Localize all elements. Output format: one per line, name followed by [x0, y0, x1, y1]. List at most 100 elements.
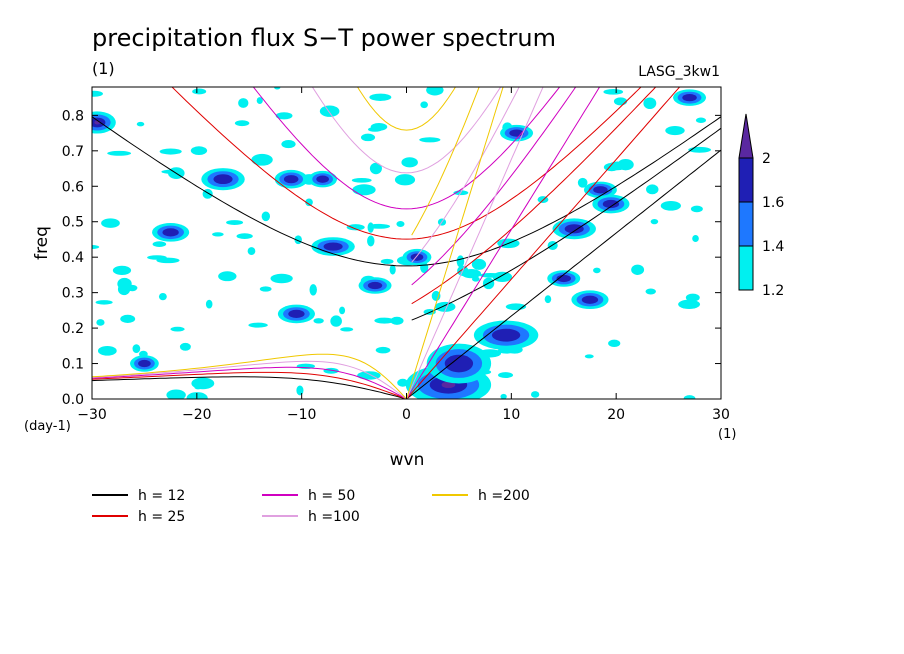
- power-region: [593, 186, 608, 194]
- power-patch: [530, 391, 540, 398]
- x-tick-label: 10: [502, 407, 520, 423]
- power-patch: [313, 318, 324, 324]
- power-patch: [274, 87, 281, 90]
- colorbar-label: 1.4: [762, 239, 784, 255]
- power-patch: [544, 295, 552, 304]
- power-patch: [136, 121, 145, 127]
- power-patch: [238, 98, 249, 108]
- power-patch: [352, 184, 376, 196]
- y-tick-label: 0.6: [62, 179, 84, 195]
- power-patch: [367, 235, 375, 247]
- y-tick-label: 0.3: [62, 286, 84, 302]
- power-patch: [247, 247, 256, 256]
- colorbar-label: 1.6: [762, 195, 784, 211]
- power-patch: [296, 385, 304, 396]
- power-patch: [695, 117, 707, 123]
- power-patch: [660, 200, 681, 211]
- power-patch: [643, 97, 657, 110]
- power-patch: [339, 306, 346, 315]
- power-patch: [158, 292, 167, 301]
- dispersion-curve: [406, 149, 721, 399]
- power-patch: [472, 276, 480, 282]
- power-patch: [101, 218, 120, 228]
- colorbar: 2 1.6 1.4 1.2: [738, 113, 784, 299]
- power-patch: [401, 157, 418, 168]
- y-tick-label: 0.5: [62, 215, 84, 231]
- power-region: [682, 94, 697, 102]
- power-patch: [256, 97, 263, 105]
- dispersion-curve: [411, 127, 721, 321]
- power-patch: [375, 346, 391, 354]
- power-patch: [159, 148, 182, 155]
- power-patch: [107, 150, 132, 156]
- dispersion-curve: [252, 87, 561, 210]
- power-patch: [397, 378, 409, 387]
- power-region: [288, 309, 305, 319]
- power-patch: [577, 177, 588, 188]
- power-patch: [251, 153, 273, 166]
- power-region: [556, 274, 572, 283]
- colorbar-swatch: [738, 157, 754, 203]
- power-patch: [685, 293, 700, 302]
- power-patch: [319, 105, 340, 117]
- power-patch: [360, 133, 376, 142]
- power-patch: [346, 224, 365, 231]
- x-axis-label: wvn: [390, 450, 425, 470]
- plot-area: [92, 87, 721, 399]
- dispersion-curve: [92, 116, 721, 267]
- chart-title: precipitation flux S−T power spectrum: [92, 24, 556, 52]
- power-patch: [248, 322, 268, 328]
- power-patch: [419, 137, 441, 143]
- x-tick-label: −20: [182, 407, 212, 423]
- power-patch: [645, 288, 656, 295]
- power-region: [441, 381, 456, 389]
- dispersion-curve: [92, 366, 407, 399]
- power-patch: [190, 146, 208, 156]
- dispersion-curve: [356, 87, 457, 131]
- power-patch: [678, 299, 701, 309]
- power-patch: [394, 174, 416, 186]
- power-patch: [97, 346, 117, 356]
- power-patch: [92, 244, 100, 250]
- power-patch: [646, 184, 659, 195]
- x-axis: −30 −20 −10 0 10 20 30: [77, 87, 730, 423]
- power-patch: [603, 89, 624, 95]
- colorbar-swatch: [738, 201, 754, 247]
- power-patch: [613, 97, 628, 106]
- power-patch: [368, 127, 382, 132]
- power-patch: [584, 354, 594, 359]
- colorbar-swatch: [738, 245, 754, 291]
- power-region: [564, 224, 584, 234]
- power-patch: [593, 267, 601, 274]
- dispersion-curve: [311, 87, 502, 174]
- power-patch: [179, 342, 191, 351]
- colorbar-label: 2: [762, 151, 771, 167]
- power-patch: [608, 339, 621, 348]
- power-region: [410, 253, 424, 261]
- power-region: [367, 281, 383, 290]
- y-tick-label: 0.7: [62, 144, 84, 160]
- power-patch: [374, 317, 395, 324]
- power-patch: [420, 101, 428, 109]
- dispersion-curve: [411, 87, 480, 236]
- power-region: [602, 199, 620, 209]
- power-patch: [112, 265, 132, 275]
- power-patch: [259, 286, 272, 292]
- dispersion-curve: [92, 376, 407, 399]
- dispersion-curve: [92, 360, 407, 399]
- legend-label: h = 50: [308, 488, 355, 504]
- power-patch: [500, 393, 507, 399]
- power-patch: [305, 198, 313, 207]
- power-patch: [650, 219, 659, 225]
- dispersion-curve-layer: [92, 87, 721, 399]
- power-patch: [270, 273, 293, 284]
- power-patch: [147, 255, 167, 260]
- power-region: [162, 228, 179, 237]
- power-patch: [166, 389, 186, 399]
- dispersion-curve: [92, 371, 407, 399]
- power-patch: [261, 211, 271, 222]
- power-patch: [192, 88, 207, 95]
- y-tick-label: 0.0: [62, 392, 84, 408]
- legend-label: h = 12: [138, 488, 185, 504]
